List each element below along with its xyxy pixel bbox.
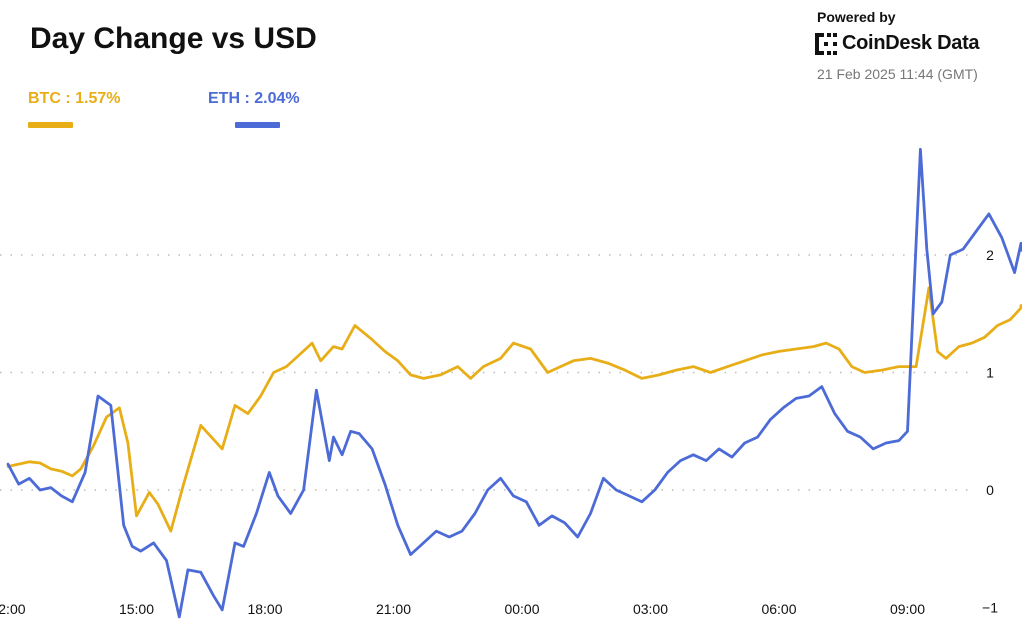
- x-tick-label: 21:00: [376, 601, 411, 617]
- x-tick-label: 15:00: [119, 601, 154, 617]
- x-tick-label: 12:00: [0, 601, 26, 617]
- brand-logo: CoinDesk Data: [815, 32, 980, 55]
- x-axis-ticks: 12:00 15:00 18:00 21:00 00:00 03:00 06:00 09:00: [0, 601, 925, 617]
- legend-swatch-btc: [28, 122, 73, 128]
- x-tick-label: 03:00: [633, 601, 668, 617]
- legend-label-btc: BTC : 1.57%: [28, 90, 121, 107]
- legend-item-eth: ETH : 2.04%: [208, 90, 300, 128]
- powered-by-label: Powered by: [817, 9, 896, 25]
- y-tick-label: 0: [986, 482, 994, 498]
- series-layer: [6, 147, 1022, 619]
- legend-swatch-eth: [235, 122, 280, 128]
- timestamp: 21 Feb 2025 11:44 (GMT): [817, 66, 978, 82]
- series-line-eth: [6, 147, 1022, 619]
- y-tick-label: 2: [986, 247, 994, 263]
- x-tick-label: 06:00: [761, 601, 796, 617]
- grid-layer: [0, 254, 975, 491]
- x-tick-label: 09:00: [890, 601, 925, 617]
- coindesk-logo-icon: [815, 32, 837, 55]
- chart-title: Day Change vs USD: [30, 22, 317, 55]
- y-tick-label: 1: [986, 365, 994, 381]
- x-tick-label: 18:00: [247, 601, 282, 617]
- brand-name: CoinDesk Data: [842, 32, 980, 54]
- legend-item-btc: BTC : 1.57%: [28, 90, 120, 128]
- y-tick-label: −1: [982, 600, 998, 616]
- legend-label-eth: ETH : 2.04%: [208, 90, 300, 107]
- x-tick-label: 00:00: [504, 601, 539, 617]
- series-line-btc: [6, 286, 1022, 533]
- y-axis-ticks: 2 1 0 −1: [982, 247, 998, 616]
